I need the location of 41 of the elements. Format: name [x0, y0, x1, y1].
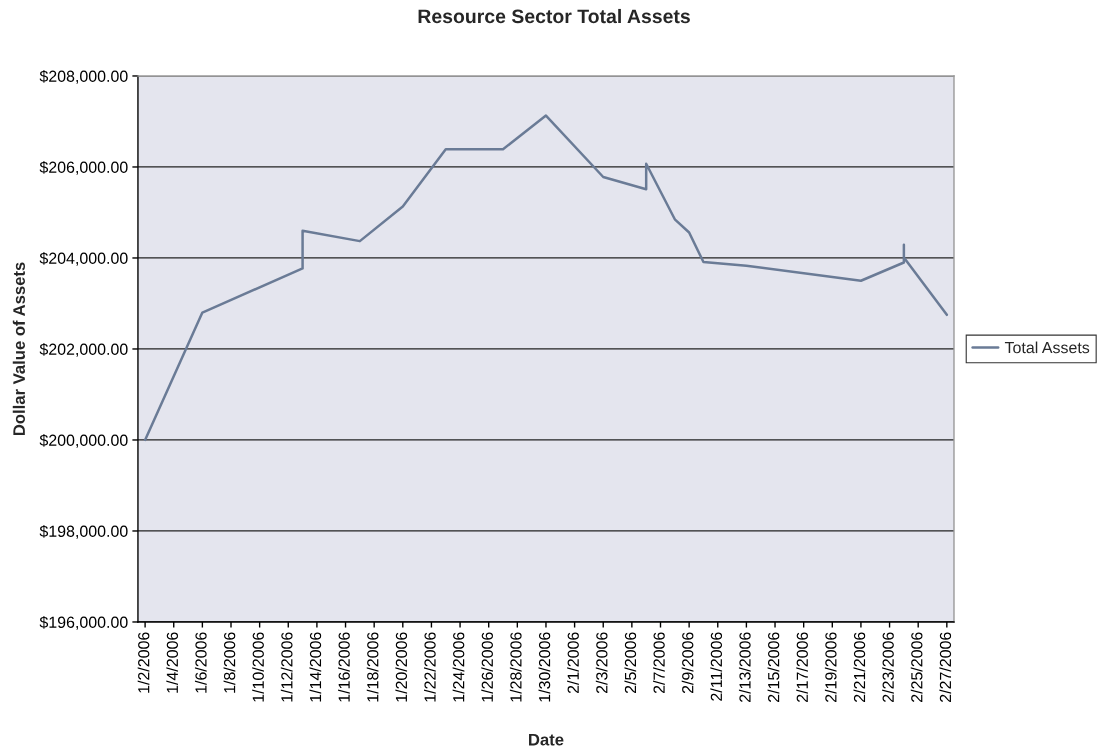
x-tick-label: 2/9/2006	[681, 632, 694, 694]
x-axis-title: Date	[529, 733, 564, 746]
x-tick-label: 1/6/2006	[194, 632, 207, 693]
y-tick-label: $208,000.00	[39, 69, 128, 84]
x-tick-label: 1/8/2006	[223, 632, 236, 693]
x-tick-label: 1/2/2006	[137, 632, 150, 693]
x-tick-label: 2/17/2006	[796, 632, 808, 702]
x-tick-label: 1/20/2006	[395, 632, 408, 702]
x-tick-label: 1/30/2006	[538, 632, 551, 702]
y-tick-label: $202,000.00	[39, 342, 128, 357]
y-tick-label: $200,000.00	[39, 433, 128, 448]
x-tick-label: 2/1/2006	[567, 632, 579, 694]
y-tick-label: $196,000.00	[39, 615, 128, 630]
x-tick-label: 1/24/2006	[452, 632, 465, 702]
x-tick-label: 2/7/2006	[653, 632, 665, 694]
x-tick-label: 1/18/2006	[366, 632, 379, 702]
x-tick-label: 2/13/2006	[738, 632, 751, 702]
x-tick-label: 1/26/2006	[481, 632, 493, 702]
x-tick-label: 2/27/2006	[939, 632, 952, 702]
x-tick-label: 2/19/2006	[824, 632, 837, 702]
x-tick-label: 2/25/2006	[910, 632, 923, 702]
legend-label: Total Assets	[1004, 341, 1090, 354]
y-tick-label: $204,000.00	[39, 251, 128, 266]
x-tick-label: 2/21/2006	[853, 632, 866, 702]
chart-title: Resource Sector Total Assets	[418, 8, 690, 24]
x-tick-label: 2/5/2006	[624, 632, 637, 694]
y-tick-label: $206,000.00	[39, 160, 128, 175]
x-tick-label: 1/28/2006	[509, 632, 522, 702]
x-tick-label: 1/14/2006	[309, 632, 322, 702]
x-tick-label: 2/11/2006	[710, 632, 723, 701]
x-tick-label: 1/12/2006	[280, 632, 293, 702]
y-axis-title: Dollar Value of Assets	[12, 262, 26, 436]
x-tick-label: 2/15/2006	[767, 632, 780, 702]
x-tick-label: 2/3/2006	[595, 632, 608, 694]
x-tick-label: 1/4/2006	[166, 632, 179, 693]
x-tick-label: 1/16/2006	[338, 632, 350, 702]
y-tick-label: $198,000.00	[39, 524, 128, 539]
x-tick-label: 1/22/2006	[423, 632, 436, 702]
line-series	[143, 114, 949, 442]
x-tick-label: 1/10/2006	[252, 632, 264, 702]
x-tick-label: 2/23/2006	[882, 632, 894, 702]
